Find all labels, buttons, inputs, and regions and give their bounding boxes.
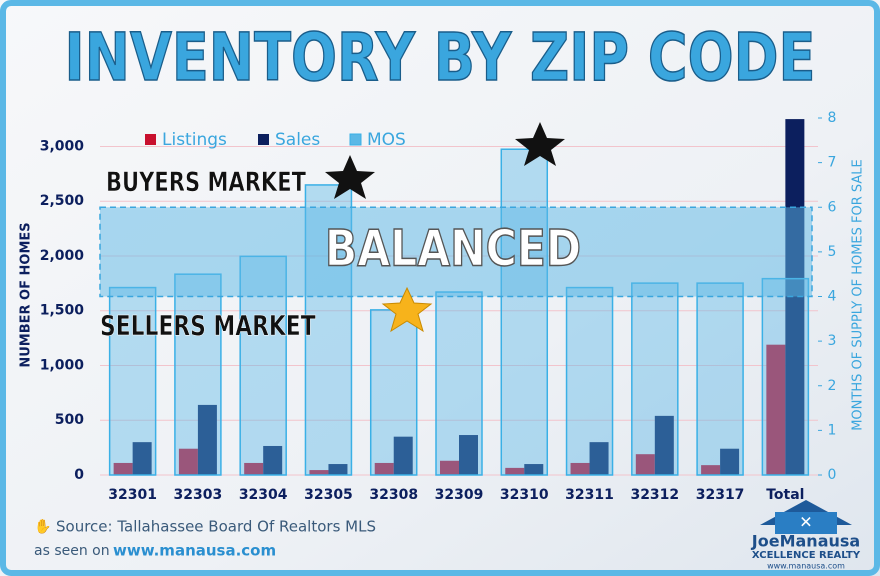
hand-icon: ✋ [34, 518, 51, 535]
source-prefix: as seen on [34, 543, 110, 559]
y2-axis-label: MONTHS OF SUPPLY OF HOMES FOR SALE [851, 159, 866, 431]
y-tick-label: 3,000 [40, 138, 85, 154]
x-tick-label: 32305 [304, 487, 353, 503]
mos-bar [369, 309, 418, 476]
x-tick-label: 32310 [500, 487, 549, 503]
bar [459, 435, 478, 475]
svg-text:✕: ✕ [799, 513, 812, 532]
mos-bar [108, 286, 157, 476]
bar [263, 445, 283, 475]
balanced-band [99, 206, 813, 298]
logo-tagline: XCELLENCE REALTY [752, 550, 861, 561]
bar [635, 454, 655, 475]
y2-tick-label: 2 [828, 378, 837, 394]
star [325, 155, 375, 199]
bar [113, 462, 133, 475]
legend-label: Sales [275, 130, 320, 150]
x-tick-label: 32312 [630, 487, 679, 503]
y2-tick-label: 7 [828, 155, 837, 171]
y-tick-label: 1,500 [40, 303, 85, 319]
logo-url: www.manausa.com [767, 562, 845, 571]
x-tick-label: Total [766, 487, 804, 503]
annotation-buyers: BUYERS MARKET [106, 166, 306, 197]
bar [701, 465, 721, 475]
bar [570, 462, 590, 475]
bar [178, 448, 198, 475]
annotation-balanced: BALANCED [325, 219, 581, 277]
y-tick-label: 1,000 [40, 357, 85, 373]
x-tick-label: 32308 [369, 487, 418, 503]
bar [197, 404, 217, 475]
bar [505, 467, 525, 475]
y2-tick-label: 5 [828, 244, 837, 260]
bar [244, 462, 264, 475]
bar [374, 462, 394, 475]
logo: ✕ JoeManausa XCELLENCE REALTY www.manaus… [751, 500, 861, 571]
bar [328, 464, 348, 475]
mos-bar [500, 148, 549, 476]
star [381, 286, 433, 333]
y-tick-label: 2,500 [40, 193, 85, 209]
bar [720, 448, 740, 475]
y2-tick-label: 3 [828, 333, 837, 349]
logo-name: JoeManausa [751, 532, 860, 551]
mos-bar [631, 282, 679, 476]
plot: 0 500 1,000 1,500 2,000 2,500 3,000 0 1 2 3 4 5 6 7 8 32… [40, 110, 837, 503]
bar [589, 442, 609, 475]
annotation-sellers: SELLERS MARKET [100, 309, 316, 341]
legend-swatch [349, 133, 362, 146]
bar [393, 436, 413, 475]
bar [654, 415, 674, 475]
mos-bar [696, 282, 744, 476]
bar [132, 442, 152, 475]
x-tick-label: 32303 [174, 487, 223, 503]
y-tick-label: 500 [55, 412, 84, 428]
y2-tick-label: 6 [828, 199, 837, 215]
x-tick-label: 32309 [435, 487, 484, 503]
y2-tick-label: 4 [828, 289, 837, 305]
mos-bar [565, 286, 614, 476]
x-tick-label: 32301 [108, 487, 157, 503]
source-url[interactable]: www.manausa.com [113, 542, 276, 560]
mos-bar [174, 273, 222, 476]
legend-label: MOS [367, 130, 406, 150]
x-tick-label: 32317 [696, 487, 745, 503]
chart-title: INVENTORY BY ZIP CODE [65, 20, 816, 97]
y2-tick-label: 1 [828, 422, 837, 438]
bar [309, 470, 329, 475]
legend-swatch [145, 134, 156, 145]
y-tick-label: 2,000 [40, 248, 85, 264]
x-tick-label: 32304 [239, 487, 288, 503]
bar [440, 460, 459, 475]
mos-bar [435, 291, 483, 476]
y2-tick-label: 8 [828, 110, 837, 126]
legend-label: Listings [162, 130, 227, 150]
y2-tick-label: 0 [828, 467, 837, 483]
bar [766, 344, 786, 475]
legend-swatch [258, 134, 269, 145]
y-axis-label: NUMBER OF HOMES [19, 222, 34, 367]
x-tick-label: 32311 [565, 487, 614, 503]
bar [524, 464, 544, 475]
star [515, 122, 565, 166]
source-text: Source: Tallahassee Board Of Realtors ML… [56, 518, 376, 536]
mos-bar [761, 277, 810, 476]
y-tick-label: 0 [74, 467, 84, 483]
